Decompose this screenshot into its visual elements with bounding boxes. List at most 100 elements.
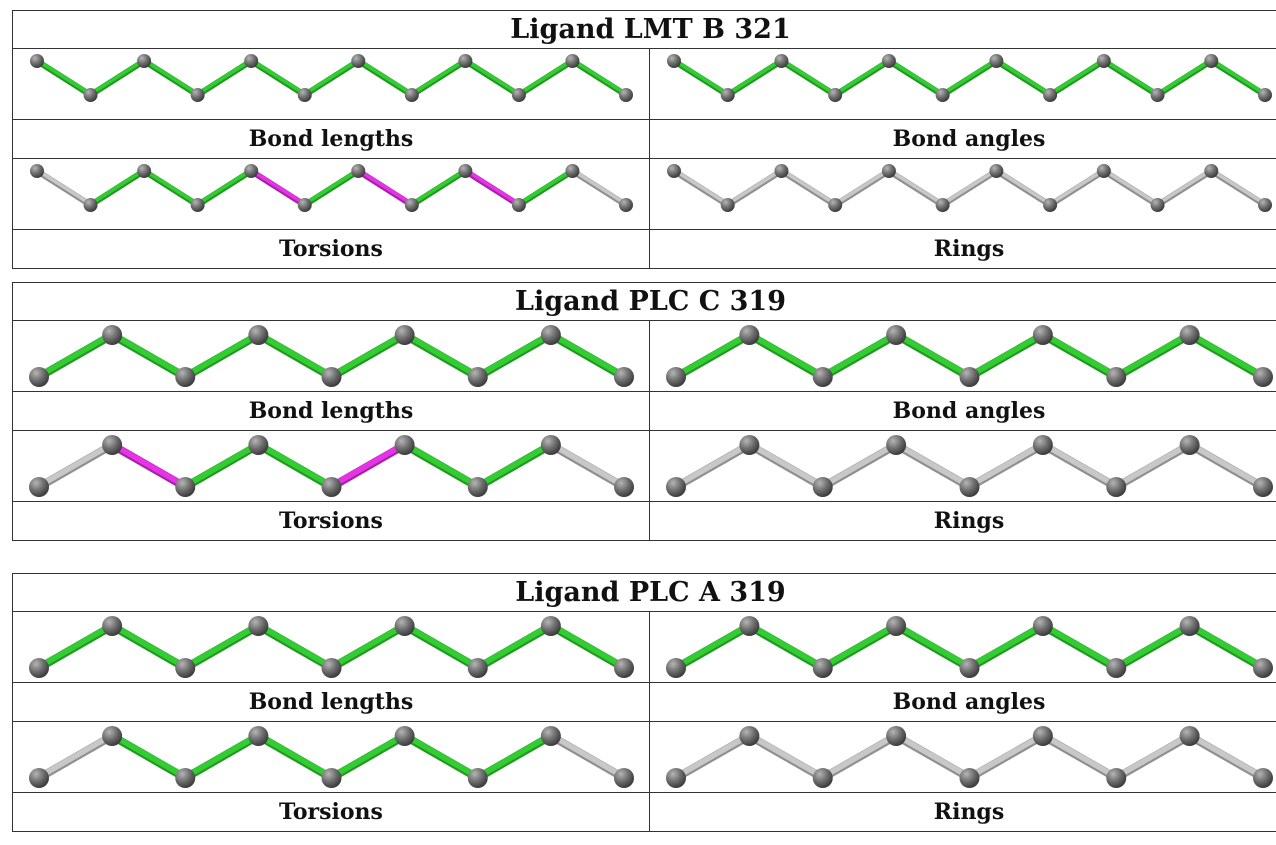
atom xyxy=(614,768,634,788)
atom xyxy=(1106,768,1127,788)
atom xyxy=(666,658,686,678)
atom xyxy=(351,164,366,178)
atom xyxy=(989,54,1004,68)
bond-green xyxy=(993,58,1054,98)
panel-label: Torsions xyxy=(12,792,650,832)
bond-green xyxy=(254,441,336,491)
bond-green xyxy=(400,622,482,672)
atoms-group xyxy=(666,616,1273,678)
atom xyxy=(1253,477,1273,497)
atom xyxy=(540,726,561,746)
bond-green xyxy=(301,168,362,208)
bond-magenta xyxy=(462,168,522,208)
atom xyxy=(720,88,735,102)
atom xyxy=(175,658,196,678)
bond-grey xyxy=(1038,732,1121,782)
bond-green xyxy=(569,58,629,98)
atom xyxy=(614,477,634,497)
bond-green xyxy=(194,168,255,208)
atom xyxy=(614,367,634,387)
molecule-view xyxy=(648,611,1276,683)
atom xyxy=(1043,88,1058,102)
bond-green xyxy=(1185,622,1267,672)
atoms-group xyxy=(667,54,1272,102)
bond-grey xyxy=(672,732,754,782)
atom xyxy=(739,325,760,345)
bond-green xyxy=(671,58,731,98)
bond-green xyxy=(400,732,482,782)
atom xyxy=(248,325,269,345)
atoms-group xyxy=(29,435,634,497)
atom xyxy=(1253,768,1273,788)
atom xyxy=(666,477,686,497)
bond-grey xyxy=(1154,168,1215,208)
bond-green xyxy=(965,622,1047,672)
bond-green xyxy=(778,58,839,98)
atom xyxy=(720,198,735,212)
bond-grey xyxy=(892,441,974,491)
atom xyxy=(959,367,980,387)
bond-grey xyxy=(939,168,1000,208)
panel-label: Rings xyxy=(648,792,1276,832)
atom xyxy=(989,164,1004,178)
bond-grey xyxy=(1185,441,1267,491)
atom xyxy=(394,435,415,455)
bond-green xyxy=(818,331,901,381)
atom xyxy=(886,616,907,636)
atom xyxy=(297,198,312,212)
atom xyxy=(190,198,205,212)
panel-label: Bond lengths xyxy=(12,682,650,722)
bond-grey xyxy=(1100,168,1161,208)
atoms-group xyxy=(666,435,1273,497)
bond-green xyxy=(408,58,469,98)
bond-green xyxy=(35,622,117,672)
molecule-diagram xyxy=(667,164,1272,212)
bond-grey xyxy=(1038,441,1121,491)
atom xyxy=(175,768,196,788)
bond-green xyxy=(546,331,628,381)
bond-grey xyxy=(671,168,731,208)
bond-grey xyxy=(35,441,117,491)
atom xyxy=(137,164,152,178)
bond-grey xyxy=(818,441,901,491)
panel-label: Bond angles xyxy=(648,682,1276,722)
atom xyxy=(394,616,415,636)
atom xyxy=(1179,325,1200,345)
atom xyxy=(881,164,896,178)
molecule-diagram xyxy=(29,726,634,788)
atom xyxy=(739,726,760,746)
atom xyxy=(467,477,488,497)
atom xyxy=(29,367,49,387)
bond-grey xyxy=(724,168,785,208)
panel-label: Bond lengths xyxy=(12,119,650,159)
atom xyxy=(1032,325,1053,345)
bond-green xyxy=(818,622,901,672)
atom xyxy=(321,367,342,387)
atom xyxy=(248,435,269,455)
bonds-group xyxy=(671,168,1268,208)
atom xyxy=(29,768,49,788)
molecule-view xyxy=(12,430,650,502)
bond-green xyxy=(745,622,827,672)
panel-label: Torsions xyxy=(12,229,650,269)
atom xyxy=(321,768,342,788)
ligand-table: Ligand PLC C 319 Bond lengths Bond angles T… xyxy=(11,282,1276,541)
bond-green xyxy=(1038,331,1121,381)
atom xyxy=(175,367,196,387)
atom xyxy=(1179,435,1200,455)
molecule-diagram xyxy=(667,54,1272,102)
atom xyxy=(175,477,196,497)
bond-green xyxy=(724,58,785,98)
bond-grey xyxy=(778,168,839,208)
bond-grey xyxy=(1208,168,1268,208)
atoms-group xyxy=(666,325,1273,387)
atom xyxy=(351,54,366,68)
atom xyxy=(467,768,488,788)
atom xyxy=(886,726,907,746)
atoms-group xyxy=(666,726,1273,788)
bond-green xyxy=(515,58,576,98)
atom xyxy=(458,164,473,178)
atom xyxy=(30,164,44,178)
bond-green xyxy=(254,732,336,782)
atom xyxy=(511,198,526,212)
